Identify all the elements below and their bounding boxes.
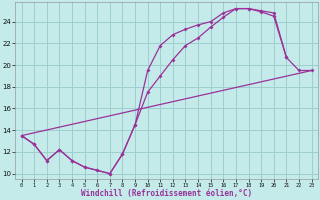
X-axis label: Windchill (Refroidissement éolien,°C): Windchill (Refroidissement éolien,°C) [81, 189, 252, 198]
